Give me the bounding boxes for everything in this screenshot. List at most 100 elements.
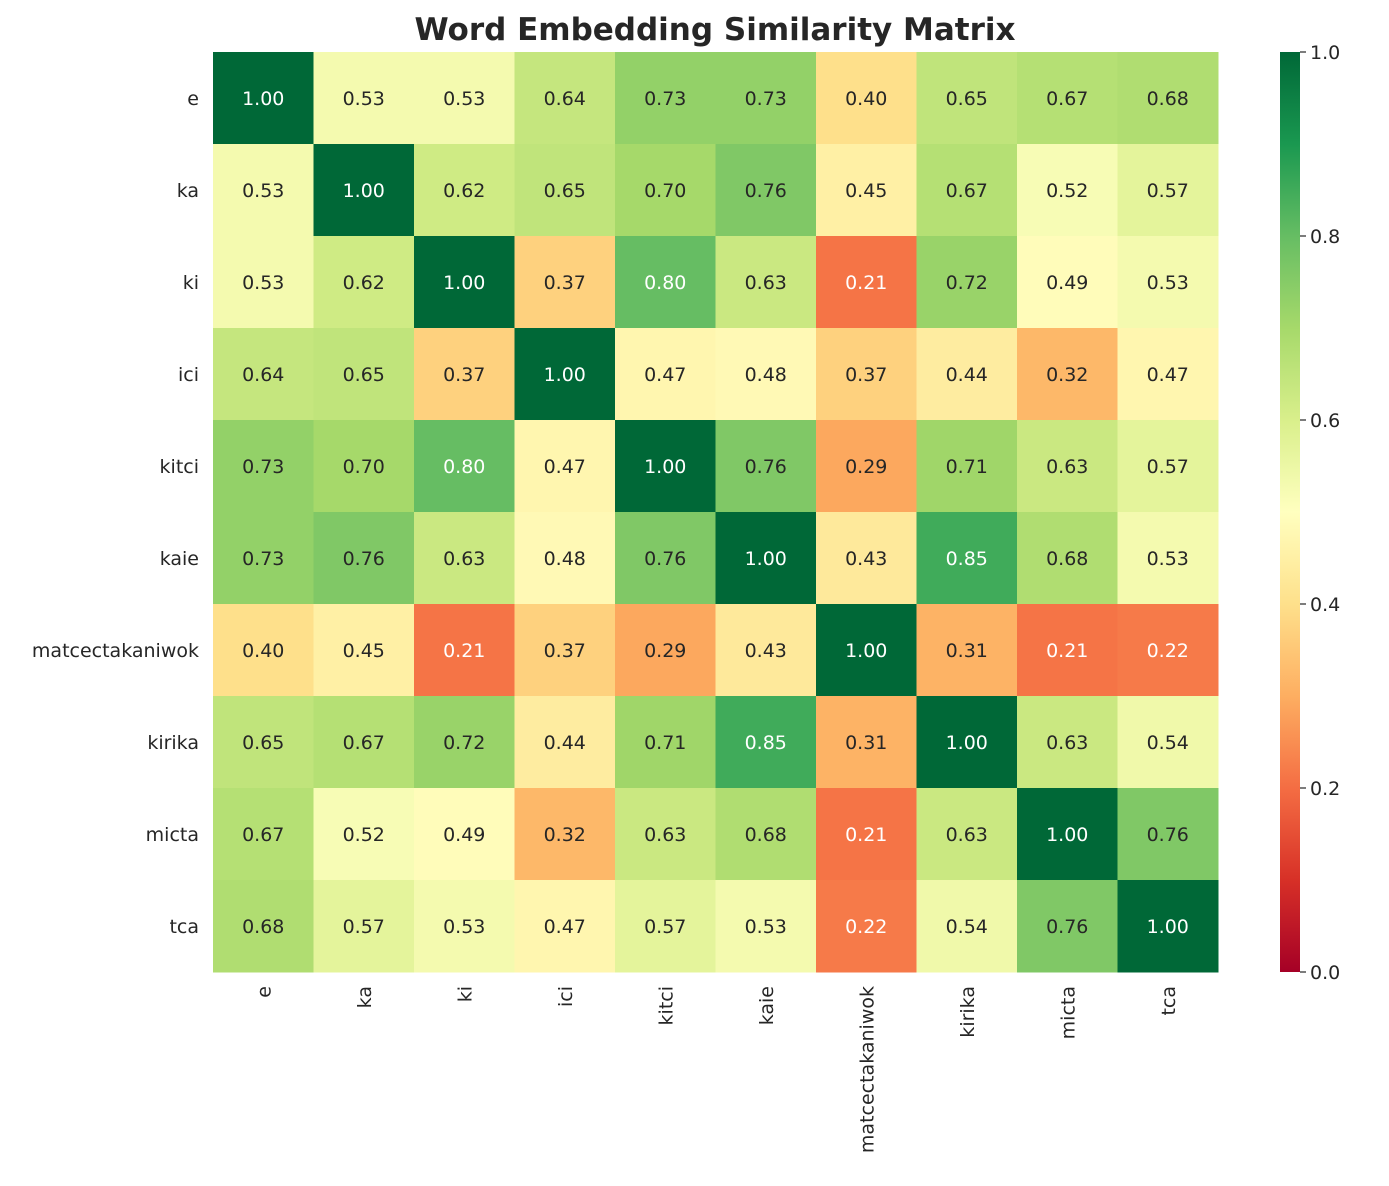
heatmap-cell (313, 604, 415, 697)
heatmap-cell (1117, 236, 1219, 329)
cell-value-label: 0.76 (1046, 916, 1088, 938)
cell-value-label: 0.43 (745, 640, 787, 662)
cell-value-label: 0.31 (845, 732, 887, 754)
row-tick-label: micta (146, 824, 199, 846)
row-tick-label: ki (183, 272, 199, 294)
cell-value-label: 0.70 (343, 456, 385, 478)
cell-value-label: 0.85 (946, 548, 988, 570)
heatmap-cell (1017, 236, 1118, 329)
cell-value-label: 0.40 (845, 88, 887, 110)
cell-value-label: 0.72 (443, 732, 485, 754)
heatmap-cell (514, 328, 616, 421)
heatmap-cell (715, 604, 817, 697)
cell-value-label: 0.73 (242, 548, 284, 570)
cell-value-label: 0.21 (443, 640, 485, 662)
heatmap-cell (916, 236, 1018, 329)
cell-value-label: 0.45 (343, 640, 385, 662)
colorbar-tick-label: 0.4 (1310, 594, 1340, 616)
heatmap-cell (1017, 696, 1118, 789)
cell-value-label: 0.63 (946, 824, 988, 846)
heatmap-cell (313, 236, 415, 329)
heatmap-cell (715, 52, 817, 145)
heatmap-cell (916, 696, 1018, 789)
heatmap-cell (1117, 604, 1219, 697)
cell-value-label: 1.00 (242, 88, 284, 110)
cell-value-label: 0.32 (1046, 364, 1088, 386)
cell-value-label: 0.76 (745, 180, 787, 202)
cell-value-label: 0.73 (242, 456, 284, 478)
heatmap-cell (213, 604, 314, 697)
heatmap-cell (514, 788, 616, 881)
heatmap-cell (213, 880, 314, 973)
cell-value-label: 0.67 (946, 180, 988, 202)
cell-value-label: 0.44 (946, 364, 988, 386)
cell-value-label: 0.76 (1147, 824, 1189, 846)
heatmap-cell (213, 696, 314, 789)
heatmap-cell (414, 144, 515, 237)
heatmap-cell (414, 52, 515, 145)
cell-value-label: 0.21 (845, 824, 887, 846)
cell-value-label: 0.37 (544, 640, 586, 662)
cell-value-label: 0.65 (242, 732, 284, 754)
column-tick-label: micta (1057, 986, 1079, 1039)
heatmap-cell (816, 144, 917, 237)
heatmap-cell (1017, 604, 1118, 697)
row-tick-label: matcectakaniwok (32, 640, 199, 662)
heatmap-cell (615, 788, 716, 881)
cell-value-label: 0.72 (946, 272, 988, 294)
cell-value-label: 0.76 (343, 548, 385, 570)
heatmap-cell (816, 236, 917, 329)
heatmap-cell (715, 788, 817, 881)
heatmap-cell (816, 696, 917, 789)
cell-value-label: 0.52 (343, 824, 385, 846)
cell-value-label: 0.53 (443, 916, 485, 938)
cell-value-label: 0.53 (745, 916, 787, 938)
heatmap-cell (715, 144, 817, 237)
cell-value-label: 1.00 (544, 364, 586, 386)
cell-value-label: 0.53 (242, 180, 284, 202)
heatmap-cell (514, 880, 616, 973)
cell-value-label: 0.48 (544, 548, 586, 570)
cell-value-label: 0.73 (745, 88, 787, 110)
cell-value-label: 0.54 (946, 916, 988, 938)
heatmap-cell (715, 236, 817, 329)
colorbar-tick-label: 1.0 (1310, 42, 1340, 64)
cell-value-label: 1.00 (443, 272, 485, 294)
cell-value-label: 1.00 (745, 548, 787, 570)
cell-value-label: 0.65 (544, 180, 586, 202)
cell-value-label: 1.00 (845, 640, 887, 662)
heatmap-cell (414, 788, 515, 881)
cell-value-label: 0.45 (845, 180, 887, 202)
row-tick-label: ka (177, 180, 199, 202)
cell-value-label: 0.64 (242, 364, 284, 386)
cell-value-label: 0.62 (343, 272, 385, 294)
heatmap-cell (1117, 328, 1219, 421)
cell-value-label: 1.00 (343, 180, 385, 202)
row-tick-label: kitci (160, 456, 199, 478)
cell-value-label: 1.00 (946, 732, 988, 754)
column-tick-label: kitci (655, 986, 677, 1025)
colorbar-tick-label: 0.2 (1310, 778, 1340, 800)
cell-value-label: 0.80 (644, 272, 686, 294)
heatmap-cell (213, 420, 314, 513)
column-labels: e ka ki ici kitci kaie matcectakaniwok kirika mi… (253, 986, 1180, 1153)
heatmap-cell (414, 512, 515, 605)
cell-value-label: 0.49 (443, 824, 485, 846)
heatmap-cell (313, 696, 415, 789)
heatmap-cell (313, 420, 415, 513)
heatmap-cell (213, 236, 314, 329)
cell-value-label: 0.37 (443, 364, 485, 386)
heatmap-cell (414, 328, 515, 421)
column-tick-label: kaie (756, 986, 778, 1025)
heatmap-cell (916, 144, 1018, 237)
cell-value-label: 0.64 (544, 88, 586, 110)
heatmap-cell (1017, 512, 1118, 605)
heatmap-cell (213, 144, 314, 237)
heatmap-cell (615, 328, 716, 421)
row-tick-label: e (187, 88, 199, 110)
cell-value-label: 0.37 (845, 364, 887, 386)
heatmap-cell (313, 788, 415, 881)
cell-value-label: 0.21 (1046, 640, 1088, 662)
cell-value-label: 0.53 (443, 88, 485, 110)
heatmap-cell (816, 328, 917, 421)
